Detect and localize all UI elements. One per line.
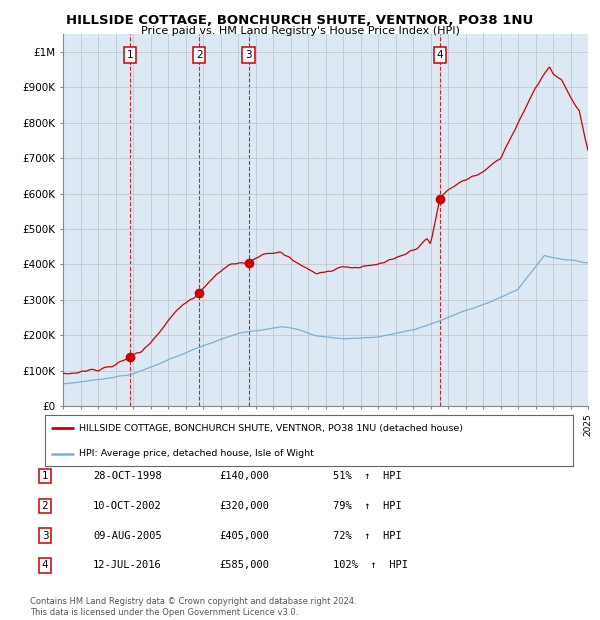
Text: HPI: Average price, detached house, Isle of Wight: HPI: Average price, detached house, Isle… — [79, 449, 314, 458]
Text: 4: 4 — [41, 560, 49, 570]
Text: 12-JUL-2016: 12-JUL-2016 — [93, 560, 162, 570]
Text: £320,000: £320,000 — [219, 501, 269, 511]
Text: HILLSIDE COTTAGE, BONCHURCH SHUTE, VENTNOR, PO38 1NU: HILLSIDE COTTAGE, BONCHURCH SHUTE, VENTN… — [67, 14, 533, 27]
Text: Price paid vs. HM Land Registry's House Price Index (HPI): Price paid vs. HM Land Registry's House … — [140, 26, 460, 36]
Text: 09-AUG-2005: 09-AUG-2005 — [93, 531, 162, 541]
Text: 102%  ↑  HPI: 102% ↑ HPI — [333, 560, 408, 570]
Text: 79%  ↑  HPI: 79% ↑ HPI — [333, 501, 402, 511]
Text: 2: 2 — [41, 501, 49, 511]
Text: 2: 2 — [196, 50, 202, 60]
Text: 72%  ↑  HPI: 72% ↑ HPI — [333, 531, 402, 541]
Text: 1: 1 — [41, 471, 49, 481]
Text: 4: 4 — [436, 50, 443, 60]
Text: HILLSIDE COTTAGE, BONCHURCH SHUTE, VENTNOR, PO38 1NU (detached house): HILLSIDE COTTAGE, BONCHURCH SHUTE, VENTN… — [79, 423, 463, 433]
Text: Contains HM Land Registry data © Crown copyright and database right 2024.
This d: Contains HM Land Registry data © Crown c… — [30, 598, 356, 617]
Text: 10-OCT-2002: 10-OCT-2002 — [93, 501, 162, 511]
Text: £140,000: £140,000 — [219, 471, 269, 481]
Text: £585,000: £585,000 — [219, 560, 269, 570]
Text: £405,000: £405,000 — [219, 531, 269, 541]
Text: 3: 3 — [245, 50, 252, 60]
Text: 3: 3 — [41, 531, 49, 541]
Text: 51%  ↑  HPI: 51% ↑ HPI — [333, 471, 402, 481]
Text: 28-OCT-1998: 28-OCT-1998 — [93, 471, 162, 481]
Text: 1: 1 — [127, 50, 133, 60]
